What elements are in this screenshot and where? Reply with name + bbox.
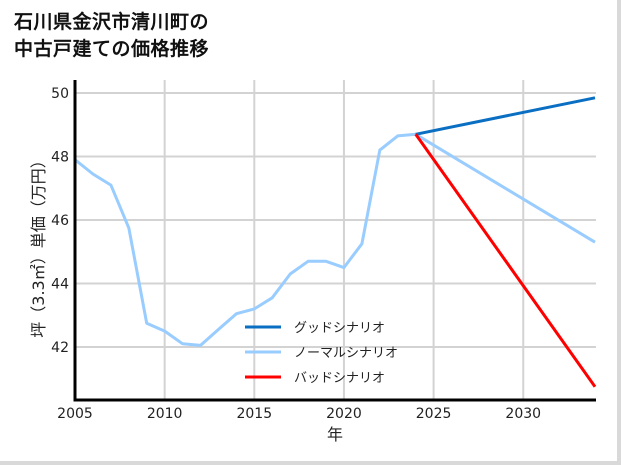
x-tick-label: 2020 bbox=[326, 406, 362, 422]
chart-title: 石川県金沢市清川町の 中古戸建ての価格推移 bbox=[14, 9, 209, 63]
x-tick-label: 2030 bbox=[505, 406, 541, 422]
y-axis-label: 坪（3.3㎡）単価（万円） bbox=[29, 152, 48, 337]
series-line-1 bbox=[74, 132, 596, 347]
x-tick-label: 2005 bbox=[57, 406, 93, 422]
x-axis-label: 年 bbox=[327, 425, 343, 444]
y-tick-label: 44 bbox=[51, 277, 69, 293]
x-tick-label: 2025 bbox=[416, 406, 452, 422]
title-line-1: 石川県金沢市清川町の bbox=[14, 11, 210, 33]
x-tick-label: 2015 bbox=[236, 406, 272, 422]
y-tick-label: 42 bbox=[51, 340, 69, 356]
series-lines bbox=[74, 96, 597, 388]
y-tick-label: 50 bbox=[51, 86, 69, 102]
series-line-2 bbox=[414, 133, 597, 388]
y-tick-label: 46 bbox=[51, 213, 69, 229]
grid-lines bbox=[75, 80, 596, 400]
legend-label: ノーマルシナリオ bbox=[294, 346, 398, 361]
x-tick-label: 2010 bbox=[147, 406, 183, 422]
legend-label: グッドシナリオ bbox=[294, 321, 385, 336]
legend-label: バッドシナリオ bbox=[294, 371, 385, 386]
tick-labels: 2005 2010 2015 2020 2025 2030 42 44 46 48 50 bbox=[51, 86, 541, 422]
axes bbox=[73, 80, 596, 402]
y-tick-label: 48 bbox=[51, 150, 69, 166]
title-line-2: 中古戸建ての価格推移 bbox=[14, 38, 210, 60]
series-line-0 bbox=[415, 96, 596, 136]
